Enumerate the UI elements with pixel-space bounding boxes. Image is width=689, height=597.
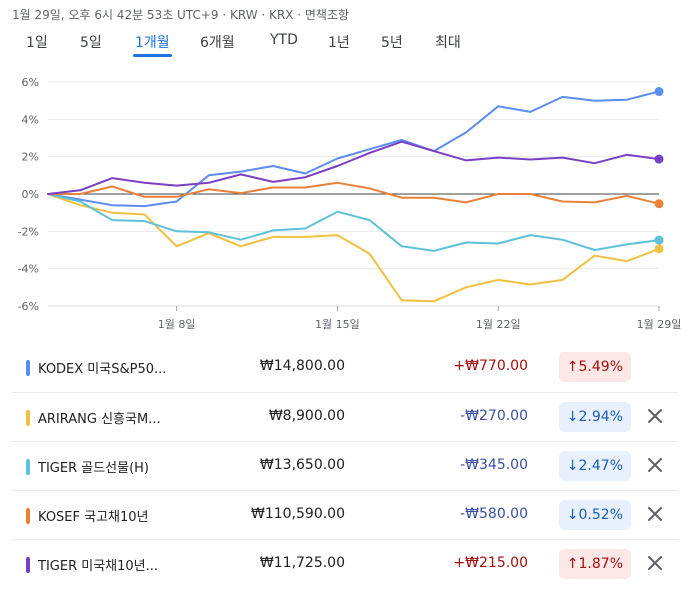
- holding-percent: 1.87%: [578, 556, 623, 572]
- series-line-4[interactable]: [47, 140, 660, 195]
- series-line-2[interactable]: [47, 193, 660, 252]
- holding-change: -₩345.00: [460, 457, 528, 473]
- tab-1m[interactable]: 1개월: [133, 32, 172, 57]
- tab-5d[interactable]: 5일: [80, 35, 102, 51]
- holding-row[interactable]: ARIRANG 신흥국M... ₩8,900.00 -₩270.00 ↓2.94%: [12, 392, 678, 441]
- x-tick-label: 1월 8일: [158, 317, 196, 331]
- holding-row[interactable]: KODEX 미국S&P50... ₩14,800.00 +₩770.00 ↑5.49%: [12, 343, 678, 392]
- tab-1d[interactable]: 1일: [26, 35, 48, 51]
- series-line-0[interactable]: [47, 90, 660, 208]
- holding-name[interactable]: TIGER 미국채10년...: [38, 559, 159, 574]
- holding-price: ₩13,650.00: [259, 457, 345, 473]
- holding-percent: 5.49%: [578, 359, 623, 375]
- x-tick-label: 1월 29일: [637, 317, 682, 331]
- holding-percent-badge: ↓2.94%: [558, 402, 631, 432]
- tab-max[interactable]: 최대: [435, 35, 461, 51]
- holding-price: ₩11,725.00: [259, 555, 345, 571]
- holding-name[interactable]: KODEX 미국S&P50...: [38, 362, 167, 377]
- holding-percent-badge: ↓0.52%: [558, 500, 631, 530]
- series-color-marker: [26, 508, 30, 524]
- tab-ytd[interactable]: YTD: [270, 32, 298, 48]
- holding-change: -₩580.00: [460, 506, 528, 522]
- holding-price: ₩110,590.00: [250, 506, 345, 522]
- series-endpoint-1[interactable]: [654, 244, 664, 254]
- range-tabs: 1일 5일 1개월 6개월 YTD 1년 5년 최대: [0, 32, 689, 57]
- x-tick-label: 1월 15일: [315, 317, 360, 331]
- holding-name[interactable]: KOSEF 국고채10년: [38, 510, 149, 525]
- holding-change: +₩770.00: [453, 358, 528, 374]
- x-tick-label: 1월 22일: [476, 317, 521, 331]
- remove-close-icon[interactable]: [645, 504, 665, 524]
- holding-row[interactable]: TIGER 골드선물(H) ₩13,650.00 -₩345.00 ↓2.47%: [12, 441, 678, 490]
- holding-price: ₩14,800.00: [259, 358, 345, 374]
- y-tick-label: 4%: [22, 113, 39, 126]
- series-line-3[interactable]: [47, 181, 660, 205]
- holding-price: ₩8,900.00: [268, 408, 345, 424]
- holding-name[interactable]: ARIRANG 신흥국M...: [38, 412, 161, 427]
- series-endpoint-2[interactable]: [654, 235, 664, 245]
- y-tick-label: -2%: [18, 225, 39, 238]
- holding-row[interactable]: TIGER 미국채10년... ₩11,725.00 +₩215.00 ↑1.87%: [12, 539, 678, 588]
- series-endpoint-0[interactable]: [654, 87, 664, 97]
- y-tick-label: 2%: [22, 151, 39, 164]
- holding-row[interactable]: KOSEF 국고채10년 ₩110,590.00 -₩580.00 ↓0.52%: [12, 490, 678, 539]
- remove-close-icon[interactable]: [645, 455, 665, 475]
- y-tick-label: 6%: [22, 76, 39, 89]
- arrow-up-icon: ↑: [566, 556, 579, 572]
- tab-1y[interactable]: 1년: [328, 35, 350, 51]
- holding-percent: 0.52%: [578, 507, 623, 523]
- holding-percent-badge: ↑5.49%: [558, 352, 631, 382]
- holding-change: +₩215.00: [453, 555, 528, 571]
- series-endpoint-4[interactable]: [654, 154, 664, 164]
- arrow-down-icon: ↓: [566, 458, 579, 474]
- tab-6m[interactable]: 6개월: [200, 35, 235, 51]
- holding-name[interactable]: TIGER 골드선물(H): [38, 461, 149, 476]
- series-color-marker: [26, 557, 30, 573]
- arrow-up-icon: ↑: [566, 359, 579, 375]
- holding-percent-badge: ↓2.47%: [558, 451, 631, 481]
- arrow-down-icon: ↓: [566, 409, 579, 425]
- remove-close-icon[interactable]: [645, 406, 665, 426]
- holding-change: -₩270.00: [460, 408, 528, 424]
- series-line-1[interactable]: [47, 193, 660, 303]
- y-tick-label: -4%: [18, 263, 39, 276]
- holding-percent: 2.94%: [578, 409, 623, 425]
- tab-5y[interactable]: 5년: [381, 35, 403, 51]
- y-tick-label: -6%: [18, 300, 39, 313]
- comparison-chart[interactable]: 6% 4% 2% 0% -2% -4% -6% 1월 8일 1월 15일 1월 22일 1월 29일: [0, 66, 689, 340]
- remove-close-icon[interactable]: [645, 553, 665, 573]
- series-color-marker: [26, 360, 30, 376]
- series-endpoint-3[interactable]: [654, 199, 664, 209]
- holding-percent: 2.47%: [578, 458, 623, 474]
- series-color-marker: [26, 410, 30, 426]
- header-meta: 1월 29일, 오후 6시 42분 53초 UTC+9 · KRW · KRX …: [12, 8, 350, 22]
- arrow-down-icon: ↓: [566, 507, 579, 523]
- series-color-marker: [26, 459, 30, 475]
- holding-percent-badge: ↑1.87%: [558, 549, 631, 579]
- y-tick-label: 0%: [22, 188, 39, 201]
